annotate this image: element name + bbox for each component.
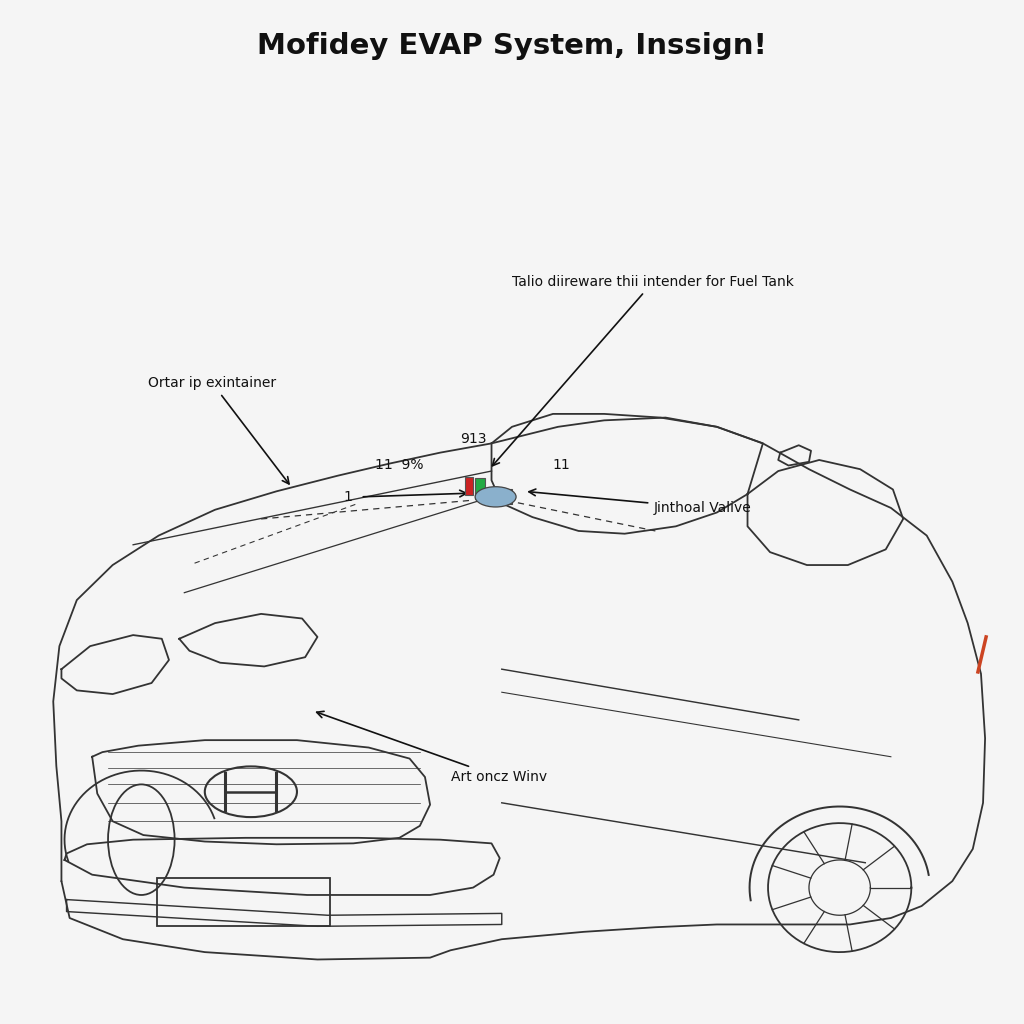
Bar bbox=[475, 478, 485, 499]
Bar bbox=[483, 489, 512, 504]
Text: 1: 1 bbox=[344, 489, 352, 504]
Ellipse shape bbox=[475, 486, 516, 507]
Text: 11: 11 bbox=[552, 458, 570, 472]
Bar bbox=[465, 476, 473, 495]
Text: Ortar ip exintainer: Ortar ip exintainer bbox=[148, 377, 289, 484]
Text: Mofidey EVAP System, Inssign!: Mofidey EVAP System, Inssign! bbox=[257, 32, 767, 60]
Text: 913: 913 bbox=[460, 432, 486, 445]
Text: Jinthoal Valive: Jinthoal Valive bbox=[529, 489, 751, 515]
Text: Art oncz Winv: Art oncz Winv bbox=[316, 712, 547, 784]
Text: Talio diireware thii intender for Fuel Tank: Talio diireware thii intender for Fuel T… bbox=[493, 275, 794, 466]
Text: 11  9%: 11 9% bbox=[375, 458, 424, 472]
